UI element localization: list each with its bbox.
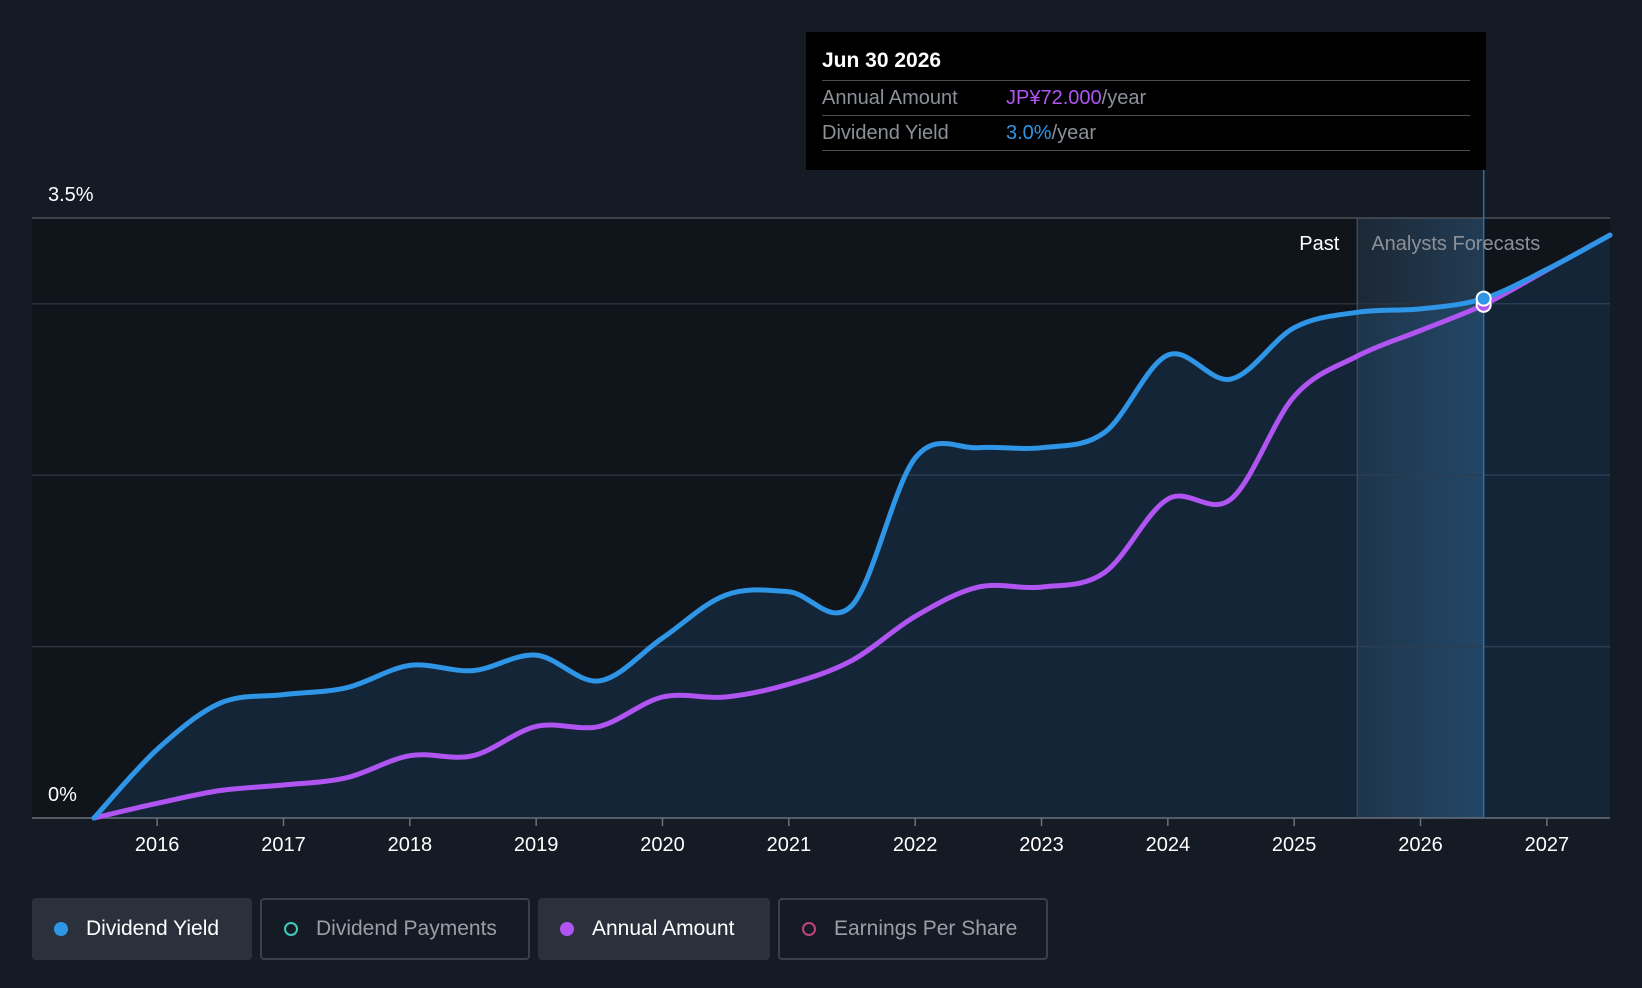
tooltip-annual-label: Annual Amount xyxy=(822,87,958,109)
x-tick-label: 2018 xyxy=(388,834,433,856)
x-tick-label: 2023 xyxy=(1019,834,1064,856)
annual-amount-line xyxy=(91,232,1613,821)
x-tick-label: 2019 xyxy=(514,834,559,856)
tooltip-yield-label: Dividend Yield xyxy=(822,122,949,144)
tooltip-date: Jun 30 2026 xyxy=(822,49,942,72)
x-axis-ticks: 2016 2017 2018 2019 2020 2021 2022 2023 2024 2025… xyxy=(135,818,1569,856)
tooltip-annual-unit: /year xyxy=(1101,87,1147,109)
x-tick-label: 2020 xyxy=(640,834,685,856)
tooltip-yield-value: 3.0% xyxy=(1006,122,1052,144)
legend-annual-amount-label: Annual Amount xyxy=(592,917,735,940)
gridlines xyxy=(32,217,1610,648)
x-tick-label: 2021 xyxy=(767,834,812,856)
legend-dividend-yield[interactable]: Dividend Yield xyxy=(32,898,252,960)
x-tick-label: 2027 xyxy=(1525,834,1570,856)
legend-annual-amount[interactable]: Annual Amount xyxy=(538,898,770,960)
forecast-region xyxy=(1357,218,1484,818)
legend-annual-amount-dot-icon xyxy=(560,922,574,936)
tooltip-annual-row: Annual Amount JP¥72.000 /year xyxy=(822,80,1470,115)
x-tick-label: 2024 xyxy=(1146,834,1191,856)
dividend-yield-marker xyxy=(1475,290,1492,307)
x-tick-label: 2016 xyxy=(135,834,180,856)
tooltip-annual-value: JP¥72.000 xyxy=(1006,87,1102,109)
legend-earnings-per-share[interactable]: Earnings Per Share xyxy=(778,898,1048,960)
x-tick-label: 2017 xyxy=(261,834,306,856)
legend-earnings-per-share-label: Earnings Per Share xyxy=(834,917,1018,940)
tooltip-yield-unit: /year xyxy=(1051,122,1097,144)
y-tick-label-bottom: 0% xyxy=(48,784,77,806)
x-tick-label: 2022 xyxy=(893,834,938,856)
tooltip-yield-row: Dividend Yield 3.0% /year xyxy=(822,115,1470,151)
x-tick-label: 2025 xyxy=(1272,834,1317,856)
tooltip: Jun 30 2026 Annual Amount JP¥72.000 /yea… xyxy=(806,32,1486,170)
plot-background xyxy=(32,218,1610,818)
analysts-forecasts-label: Analysts Forecasts xyxy=(1371,233,1540,255)
past-label: Past xyxy=(1299,233,1339,255)
legend-dividend-payments[interactable]: Dividend Payments xyxy=(260,898,530,960)
legend-dividend-payments-ring-icon xyxy=(284,922,298,936)
x-tick-label: 2026 xyxy=(1398,834,1443,856)
legend-earnings-per-share-ring-icon xyxy=(802,922,816,936)
legend-dividend-yield-label: Dividend Yield xyxy=(86,917,220,940)
legend-dividend-yield-dot-icon xyxy=(54,922,68,936)
y-tick-label-top: 3.5% xyxy=(48,184,94,206)
dividend-yield-line xyxy=(91,232,1613,821)
legend-dividend-payments-label: Dividend Payments xyxy=(316,917,497,940)
